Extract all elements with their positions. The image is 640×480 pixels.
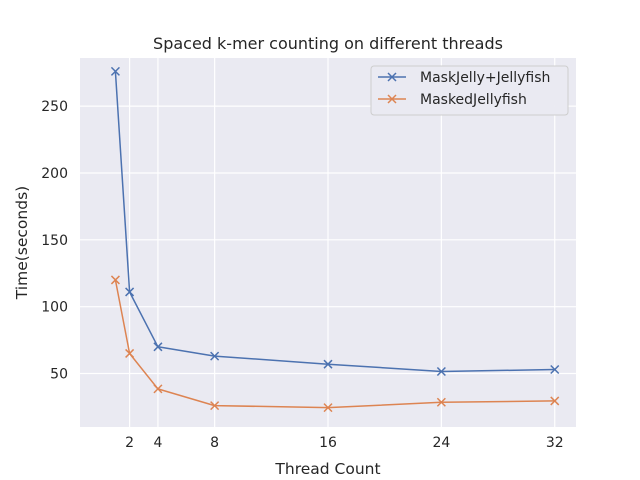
data-point <box>210 351 220 361</box>
y-tick-label: 200 <box>41 166 68 182</box>
legend-entry: MaskedJellyfish <box>378 92 527 108</box>
x-tick-label: 32 <box>546 435 564 451</box>
legend-entry: MaskJelly+Jellyfish <box>378 70 550 86</box>
data-point <box>125 348 135 358</box>
data-point <box>550 396 560 406</box>
x-tick-label: 4 <box>153 435 162 451</box>
data-point <box>125 287 135 297</box>
series-layer <box>110 66 560 413</box>
legend-box <box>370 65 569 116</box>
x-tick-label: 8 <box>210 435 219 451</box>
legend: MaskJelly+Jellyfish MaskedJellyfish <box>370 65 569 116</box>
series-2 <box>110 275 560 413</box>
data-point <box>323 403 333 413</box>
data-point <box>153 342 163 352</box>
y-tick-label: 150 <box>41 233 68 249</box>
legend-marker <box>387 72 397 82</box>
data-point <box>323 359 333 369</box>
series-1 <box>110 66 560 377</box>
y-tick-label: 100 <box>41 300 68 316</box>
x-tick-labels: 2 4 8 16 24 32 <box>125 435 564 451</box>
legend-marker <box>387 94 397 104</box>
data-point <box>110 275 120 285</box>
data-point <box>153 384 163 394</box>
x-tick-label: 2 <box>125 435 134 451</box>
x-tick-label: 24 <box>432 435 450 451</box>
data-point <box>210 401 220 411</box>
data-point <box>436 366 446 377</box>
legend-label: MaskedJellyfish <box>420 92 527 108</box>
x-gridlines <box>129 58 556 427</box>
x-axis-label: Thread Count <box>274 460 380 478</box>
legend-label: MaskJelly+Jellyfish <box>420 70 550 86</box>
data-point <box>436 397 446 407</box>
y-tick-label: 250 <box>41 99 68 115</box>
chart-title: Spaced k-mer counting on different threa… <box>153 34 503 53</box>
data-point <box>550 364 560 375</box>
data-point <box>110 66 120 76</box>
x-tick-label: 16 <box>319 435 337 451</box>
y-tick-labels: 50 100 150 200 250 <box>41 99 68 382</box>
y-axis-label: Time(seconds) <box>13 186 31 300</box>
y-tick-label: 50 <box>50 367 68 383</box>
